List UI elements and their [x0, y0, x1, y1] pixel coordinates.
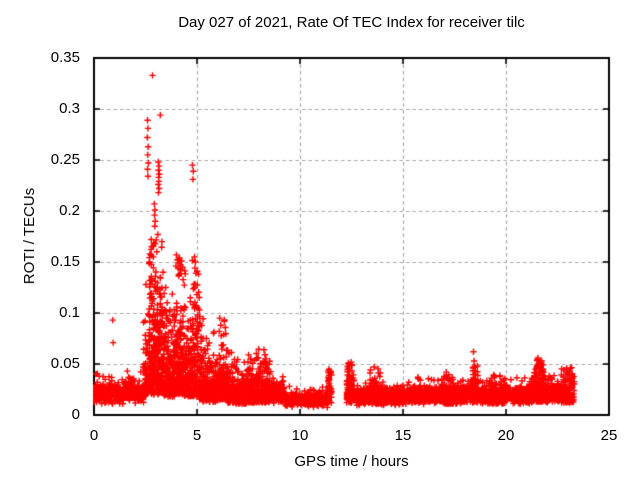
x-tick-label-5: 5: [192, 427, 202, 444]
x-tick-label-25: 25: [600, 427, 618, 444]
y-tick-label-0.35: 0.35: [50, 49, 80, 66]
x-tick-label-15: 15: [394, 427, 412, 444]
y-tick-label-0.3: 0.3: [59, 100, 80, 117]
chart-title: Day 027 of 2021, Rate Of TEC Index for r…: [178, 14, 525, 31]
x-tick-label-0: 0: [89, 427, 99, 444]
y-tick-label-0.05: 0.05: [50, 355, 80, 372]
y-tick-label-0.2: 0.2: [59, 202, 80, 219]
y-tick-label-0: 0: [71, 406, 80, 423]
x-tick-label-10: 10: [291, 427, 309, 444]
x-tick-label-20: 20: [497, 427, 515, 444]
y-tick-label-0.15: 0.15: [50, 253, 80, 270]
y-tick-label-0.1: 0.1: [59, 304, 80, 321]
x-axis-label: GPS time / hours: [294, 453, 409, 470]
y-tick-label-0.25: 0.25: [50, 151, 80, 168]
